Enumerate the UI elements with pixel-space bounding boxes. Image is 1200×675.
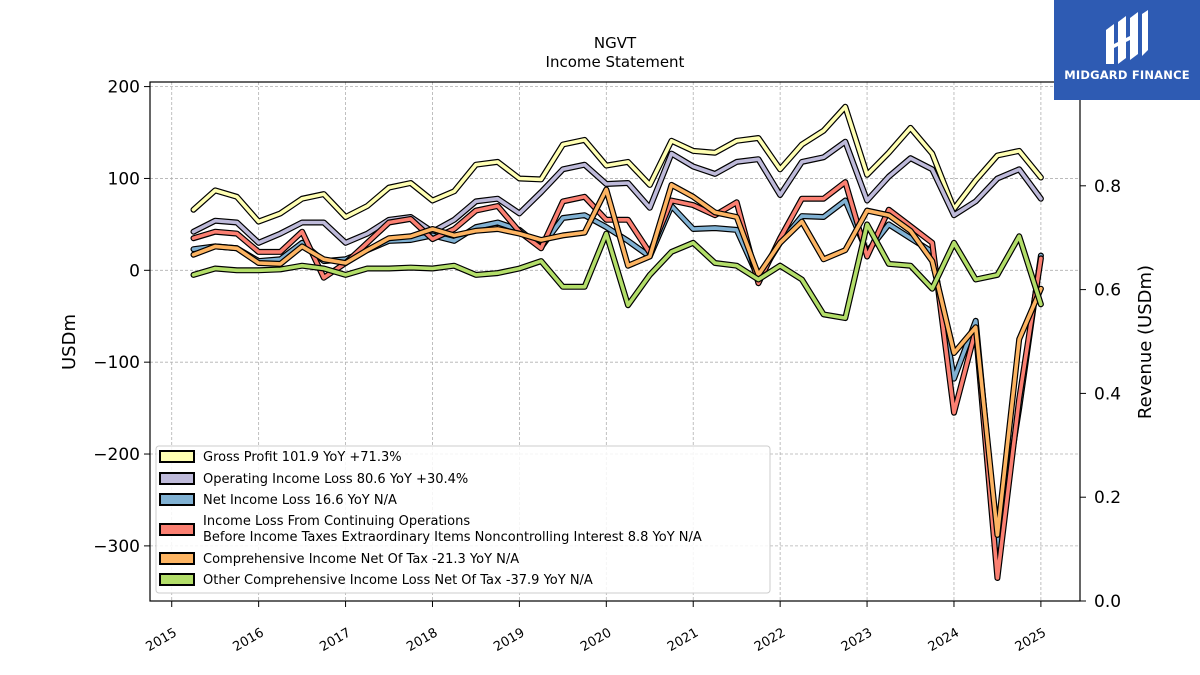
y-axis-label: USDm: [59, 314, 80, 370]
x-tick-label: 2019: [491, 625, 527, 655]
legend-label-operating-income: Operating Income Loss 80.6 YoY +30.4%: [203, 472, 468, 487]
y-tick-label: −300: [93, 537, 140, 557]
brand-name: MIDGARD FINANCE: [1064, 68, 1190, 82]
x-tick-label: 2020: [578, 625, 614, 655]
x-tick-label: 2017: [317, 625, 353, 655]
y-tick-label: 100: [108, 169, 140, 189]
plot-frame: [149, 81, 1081, 602]
right-y-axis: 0.8 0.6 0.4 0.2 0.0: [1080, 177, 1121, 612]
x-tick-label: 2021: [665, 625, 701, 655]
legend: Gross Profit 101.9 YoY +71.3% Operating …: [155, 445, 771, 594]
midgard-logo-icon: [1106, 10, 1148, 64]
y2-tick-label: 0.4: [1094, 384, 1121, 404]
y2-axis-label: Revenue (USDm): [1135, 265, 1156, 419]
legend-swatch-other-comprehensive: [159, 573, 195, 586]
y-tick-label: −200: [93, 445, 140, 465]
x-tick-label: 2025: [1013, 625, 1049, 655]
x-tick-label: 2024: [926, 625, 962, 655]
x-axis: 2015 2016 2017 2018 2019 2020 2021 2022 2023 2024…: [144, 601, 1049, 655]
x-tick-label: 2023: [839, 625, 875, 655]
series-0-line: [191, 105, 1043, 224]
legend-box: [155, 445, 771, 594]
y2-tick-label: 0.6: [1094, 281, 1121, 301]
x-tick-label: 2016: [230, 625, 266, 655]
series-5-line: [191, 222, 1043, 320]
y-tick-label: 0: [129, 261, 140, 281]
x-tick-label: 2018: [404, 625, 440, 655]
legend-label-comprehensive-income: Comprehensive Income Net Of Tax -21.3 Yo…: [203, 552, 519, 567]
y2-tick-label: 0.0: [1094, 592, 1121, 612]
y-tick-label: −100: [93, 353, 140, 373]
chart-title: NGVT: [594, 34, 637, 52]
x-tick-label: 2015: [144, 625, 180, 655]
legend-label-pretax-income-line1: Income Loss From Continuing Operations: [203, 514, 470, 529]
legend-swatch-comprehensive-income: [159, 552, 195, 565]
chart-subtitle: Income Statement: [546, 53, 685, 71]
y2-tick-label: 0.8: [1094, 177, 1121, 197]
series-lines: [190, 103, 1044, 581]
legend-swatch-gross-profit: [159, 450, 195, 463]
legend-swatch-operating-income: [159, 472, 195, 485]
legend-label-gross-profit: Gross Profit 101.9 YoY +71.3%: [203, 450, 402, 465]
y-tick-label: 200: [108, 78, 140, 98]
legend-label-other-comprehensive: Other Comprehensive Income Loss Net Of T…: [203, 573, 593, 588]
legend-swatch-net-income: [159, 493, 195, 506]
legend-swatch-pretax-income: [159, 523, 195, 536]
x-tick-label: 2022: [752, 625, 788, 655]
left-y-axis: 200 100 0 −100 −200 −300: [93, 78, 150, 557]
brand-logo: MIDGARD FINANCE: [1054, 0, 1200, 100]
legend-label-pretax-income-line2: Before Income Taxes Extraordinary Items …: [203, 530, 702, 545]
series-4-line: [191, 183, 1043, 537]
series-1-line: [191, 139, 1043, 245]
y2-tick-label: 0.2: [1094, 488, 1121, 508]
legend-label-net-income: Net Income Loss 16.6 YoY N/A: [203, 493, 397, 508]
